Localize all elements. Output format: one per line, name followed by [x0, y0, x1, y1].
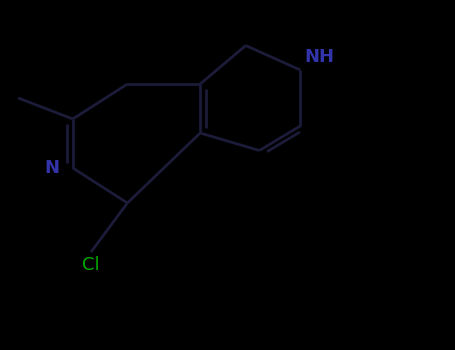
Text: N: N [44, 159, 59, 177]
Text: Cl: Cl [82, 256, 100, 273]
Text: NH: NH [305, 49, 335, 66]
